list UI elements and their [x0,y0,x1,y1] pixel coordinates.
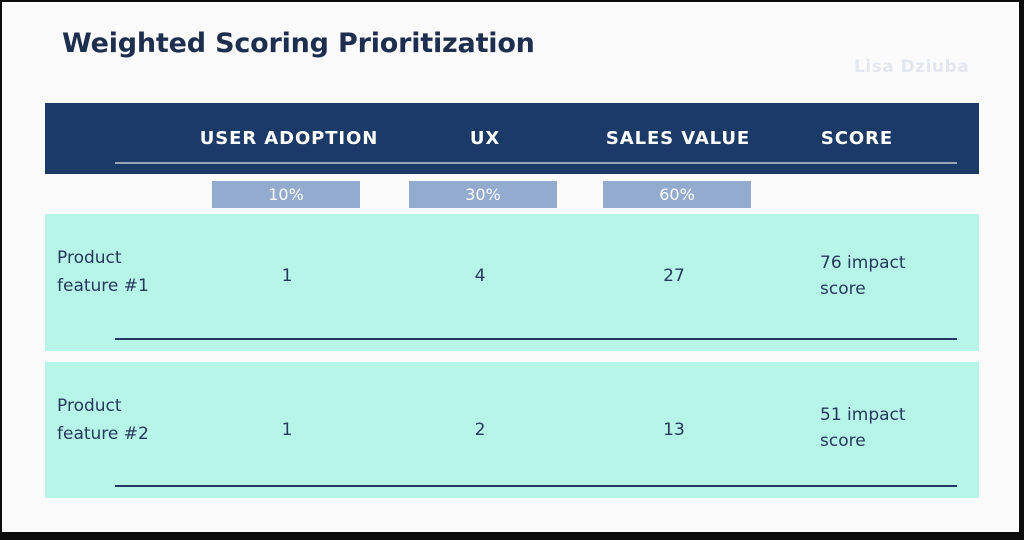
weight-badge-sales-value: 60% [603,181,751,208]
row-label: Product feature #2 [57,396,149,444]
slide-background: Weighted Scoring Prioritization Lisa Dzi… [2,2,1019,532]
cell-ux: 4 [474,266,486,286]
header-divider [115,162,957,164]
cell-user-adoption: 1 [281,420,293,440]
cell-sales-value: 27 [663,266,685,286]
column-header-user-adoption: USER ADOPTION [199,128,379,149]
weight-badge-user-adoption: 10% [212,181,360,208]
column-header-ux: UX [469,128,501,149]
cell-user-adoption: 1 [281,266,293,286]
column-header-score: SCORE [820,128,894,149]
weight-badge-ux: 30% [409,181,557,208]
watermark-author: Lisa Dziuba [854,57,970,77]
row-divider [115,338,957,340]
table-row-feature-2: Product feature #2 1 2 13 51 impact scor… [45,362,979,498]
cell-sales-value: 13 [663,420,685,440]
page-title: Weighted Scoring Prioritization [62,28,535,59]
table-row-feature-1: Product feature #1 1 4 27 76 impact scor… [45,214,979,351]
cell-ux: 2 [474,420,486,440]
cell-score: 51 impact score [820,405,906,451]
table-header: USER ADOPTION UX SALES VALUE SCORE [45,103,979,174]
column-header-sales-value: SALES VALUE [605,128,751,149]
row-divider [115,485,957,487]
row-label: Product feature #1 [57,248,149,296]
scoring-table: USER ADOPTION UX SALES VALUE SCORE 10% 3… [45,103,979,500]
cell-score: 76 impact score [820,253,906,299]
